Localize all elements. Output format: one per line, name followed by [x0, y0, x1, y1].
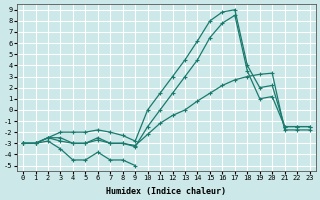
X-axis label: Humidex (Indice chaleur): Humidex (Indice chaleur) [106, 187, 226, 196]
